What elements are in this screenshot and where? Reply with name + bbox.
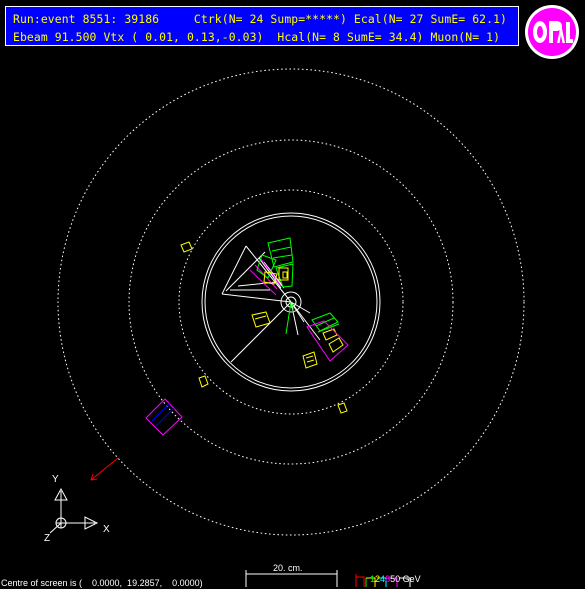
ecal-ring (201, 212, 381, 392)
axis-indicator (49, 487, 99, 534)
scale-bar (245, 570, 338, 587)
hcal-tower-lower-right (285, 301, 340, 335)
vertex-detector-inner (285, 296, 297, 308)
ecal-block-scattered (180, 241, 348, 414)
screen-centre-readout: Centre of screen is ( 0.0000, 19.2857, 0… (1, 578, 203, 588)
legend-number-2: 2 (375, 574, 381, 584)
axis-z-label: Z (44, 533, 50, 544)
legend-number-4: 4 (380, 574, 386, 584)
ecal-cluster-lower-right (251, 311, 344, 369)
magenta-cell-lower-right (306, 320, 349, 362)
muon-chamber-ring (57, 68, 525, 536)
legend-number-1: 1 (370, 574, 376, 584)
scale-label: 20. cm. (273, 563, 303, 573)
event-info-panel: Run:event 8551: 39186 Ctrk(N= 24 Sump=**… (5, 6, 519, 46)
energy-legend: 124850 GeV (365, 564, 421, 584)
vertex-detector-outer (280, 291, 302, 313)
opal-logo (525, 5, 579, 59)
ecal-cluster-upper (263, 267, 289, 285)
legend-unit: 50 GeV (390, 574, 421, 584)
axis-x-label: X (103, 524, 110, 535)
event-info-line-1: Run:event 8551: 39186 Ctrk(N= 24 Sump=**… (13, 12, 507, 26)
muon-track-arrow (90, 457, 119, 481)
hcal-tower-upper (256, 237, 294, 288)
track-jet-lower-right (290, 301, 321, 341)
axis-y-label: Y (52, 474, 59, 485)
jet-chamber-ring (204, 215, 378, 389)
event-info-line-2: Ebeam 91.500 Vtx ( 0.01, 0.13,-0.03) Hca… (13, 30, 501, 44)
track-jet-upper-left (221, 245, 292, 363)
energy-legend-bars (355, 574, 411, 587)
hcal-outer-ring (128, 139, 454, 465)
muon-chamber-hit (145, 398, 183, 436)
legend-number-8: 8 (385, 574, 391, 584)
hcal-inner-ring (178, 189, 404, 415)
